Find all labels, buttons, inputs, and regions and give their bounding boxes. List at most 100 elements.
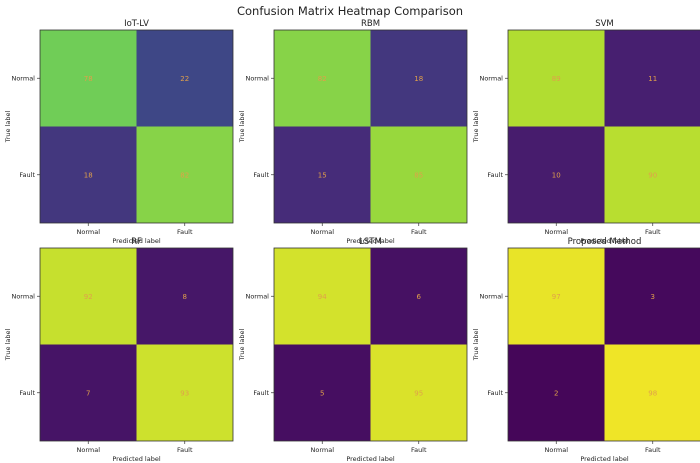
heatmap-cell — [508, 126, 605, 223]
y-tick-label: Normal — [479, 75, 503, 83]
x-tick-label: Fault — [177, 228, 193, 236]
panel-title: Proposed Method — [568, 237, 642, 247]
heatmap-cell — [136, 248, 233, 345]
y-tick-label: Normal — [479, 293, 503, 301]
x-tick-label: Normal — [76, 446, 100, 454]
cell-value: 8 — [183, 293, 187, 301]
x-axis-label: Predicted label — [580, 237, 628, 245]
y-tick-label: Normal — [11, 75, 35, 83]
cell-value: 97 — [552, 293, 561, 301]
confusion-panel: RBM 82 18 15 85 Normal Normal Fault Fault Predict… — [238, 19, 468, 245]
cell-value: 11 — [648, 75, 657, 83]
y-tick-label: Fault — [19, 389, 35, 397]
cell-value: 78 — [84, 75, 93, 83]
heatmap-cell — [508, 248, 605, 345]
x-tick-label: Normal — [544, 446, 568, 454]
axes-frame — [273, 247, 468, 442]
cell-value: 18 — [84, 171, 93, 179]
y-tick-label: Fault — [19, 171, 35, 179]
cell-value: 89 — [552, 75, 561, 83]
heatmap-cell — [40, 248, 137, 345]
heatmap-cell — [508, 30, 605, 127]
cell-value: 92 — [84, 293, 93, 301]
confusion-panel: SVM 89 11 10 90 Normal Normal Fault Fault Predict… — [472, 19, 700, 245]
y-tick-label: Normal — [245, 75, 269, 83]
heatmap-cell — [370, 126, 467, 223]
cell-value: 98 — [648, 389, 657, 397]
confusion-panel: Proposed Method 97 3 2 98 Normal Normal Fault Fa… — [472, 237, 700, 463]
x-axis-label: Predicted label — [580, 455, 628, 463]
y-tick-label: Fault — [253, 389, 269, 397]
panel-title: SVM — [595, 19, 614, 29]
x-tick-label: Normal — [76, 228, 100, 236]
cell-value: 10 — [552, 171, 561, 179]
heatmap-cell — [40, 126, 137, 223]
x-tick-label: Fault — [177, 446, 193, 454]
heatmap-cell — [274, 126, 371, 223]
cell-value: 90 — [648, 171, 657, 179]
x-tick-label: Normal — [544, 228, 568, 236]
panel-title: LSTM — [359, 237, 382, 247]
heatmap-cell — [370, 248, 467, 345]
axes-frame — [39, 247, 234, 442]
x-axis-label: Predicted label — [346, 455, 394, 463]
y-tick-label: Fault — [487, 171, 503, 179]
figure-title: Confusion Matrix Heatmap Comparison — [237, 4, 463, 18]
x-axis-label: Predicted label — [112, 237, 160, 245]
y-tick-label: Normal — [245, 293, 269, 301]
x-tick-label: Fault — [411, 228, 427, 236]
heatmap-cell — [136, 344, 233, 441]
heatmap-cell — [604, 30, 700, 127]
y-tick-label: Fault — [253, 171, 269, 179]
panel-title: RF — [131, 237, 142, 247]
axes-frame — [273, 29, 468, 224]
cell-value: 93 — [180, 389, 189, 397]
axes-frame — [507, 247, 700, 442]
confusion-panel: IoT-LV 78 22 18 82 Normal Normal Fault Fault Pred… — [4, 19, 234, 245]
heatmap-cell — [136, 126, 233, 223]
axes-frame — [507, 29, 700, 224]
cell-value: 95 — [414, 389, 423, 397]
heatmap-cell — [274, 344, 371, 441]
cell-value: 7 — [86, 389, 90, 397]
x-axis-label: Predicted label — [346, 237, 394, 245]
x-tick-label: Fault — [645, 228, 661, 236]
cell-value: 6 — [417, 293, 422, 301]
cell-value: 85 — [414, 171, 423, 179]
x-tick-label: Normal — [310, 228, 334, 236]
panel-title: RBM — [361, 19, 380, 29]
heatmap-cell — [40, 30, 137, 127]
confusion-panel: LSTM 94 6 5 95 Normal Normal Fault Fault Predicte… — [238, 237, 468, 463]
cell-value: 94 — [318, 293, 327, 301]
y-axis-label: True label — [238, 329, 246, 362]
confusion-panel: RF 92 8 7 93 Normal Normal Fault Fault Predicted … — [4, 237, 234, 463]
axes-frame — [39, 29, 234, 224]
cell-value: 5 — [320, 389, 324, 397]
heatmap-cell — [604, 344, 700, 441]
heatmap-cell — [604, 248, 700, 345]
x-tick-label: Normal — [310, 446, 334, 454]
heatmap-cell — [136, 30, 233, 127]
heatmap-cell — [40, 344, 137, 441]
x-tick-label: Fault — [411, 446, 427, 454]
cell-value: 3 — [651, 293, 655, 301]
heatmap-cell — [508, 344, 605, 441]
cell-value: 82 — [180, 171, 189, 179]
heatmap-cell — [274, 248, 371, 345]
x-axis-label: Predicted label — [112, 455, 160, 463]
y-axis-label: True label — [238, 111, 246, 144]
heatmap-cell — [274, 30, 371, 127]
y-tick-label: Normal — [11, 293, 35, 301]
y-axis-label: True label — [472, 329, 480, 362]
cell-value: 15 — [318, 171, 327, 179]
cell-value: 22 — [180, 75, 189, 83]
cell-value: 2 — [554, 389, 558, 397]
y-tick-label: Fault — [487, 389, 503, 397]
y-axis-label: True label — [4, 329, 12, 362]
heatmap-cell — [370, 30, 467, 127]
cell-value: 82 — [318, 75, 327, 83]
heatmap-cell — [604, 126, 700, 223]
panel-title: IoT-LV — [124, 19, 149, 29]
